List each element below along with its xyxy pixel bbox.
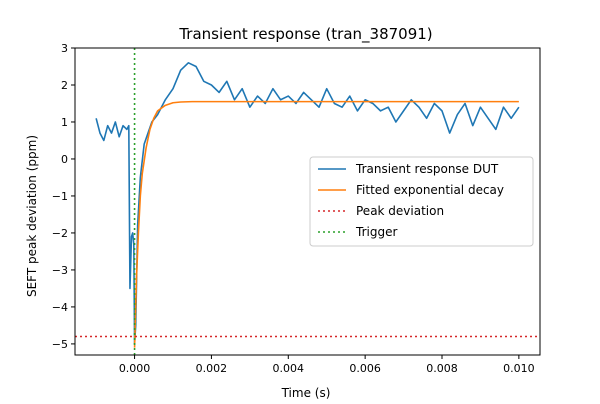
legend-label-3: Peak deviation <box>356 204 444 218</box>
series-2-line <box>133 100 519 348</box>
plot-frame <box>74 47 541 356</box>
x-axis-label: Time (s) <box>281 386 331 400</box>
y-tick-label: −5 <box>52 338 68 351</box>
x-tick-label: 0.006 <box>349 362 381 375</box>
y-tick-label: −2 <box>52 227 68 240</box>
chart-title: Transient response (tran_387091) <box>178 25 432 44</box>
x-tick-label: 0.004 <box>273 362 305 375</box>
y-tick-label: −1 <box>52 190 68 203</box>
legend-label-2: Fitted exponential decay <box>356 183 504 197</box>
y-tick-label: 0 <box>61 153 68 166</box>
legend-label-1: Transient response DUT <box>355 162 499 176</box>
axis-layer: 0.000 0.002 0.004 0.006 0.008 0.010 −5 −4 −3 −2 −1… <box>52 42 541 375</box>
y-tick-label: 3 <box>61 42 68 55</box>
x-tick-label: 0.010 <box>503 362 535 375</box>
x-tick-label: 0.000 <box>119 362 151 375</box>
x-tick-label: 0.008 <box>426 362 458 375</box>
x-tick-label: 0.002 <box>196 362 228 375</box>
legend: Transient response DUT Fitted exponential… <box>309 156 534 247</box>
y-tick-label: 2 <box>61 79 68 92</box>
y-axis-label: SEFT peak deviation (ppm) <box>25 135 39 297</box>
legend-label-4: Trigger <box>355 225 397 239</box>
y-tick-label: 1 <box>61 116 68 129</box>
y-tick-label: −3 <box>52 264 68 277</box>
y-tick-label: −4 <box>52 301 68 314</box>
plot-layer <box>75 48 540 355</box>
legend-box <box>309 156 534 247</box>
